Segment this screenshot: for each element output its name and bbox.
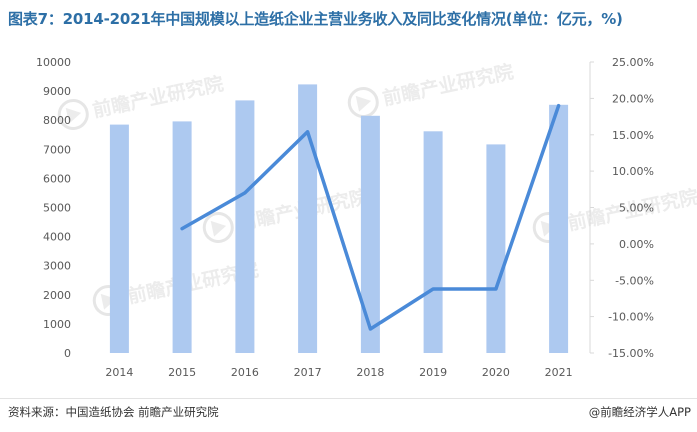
right-tick-label: 10.00% [612, 165, 654, 178]
x-tick-label: 2017 [294, 366, 322, 379]
line-point-2018 [368, 327, 372, 331]
bar-2017 [298, 84, 318, 354]
left-tick-label: 6000 [43, 172, 71, 185]
x-tick-label: 2018 [356, 366, 384, 379]
right-tick-label: 15.00% [612, 129, 654, 142]
bar-2014 [109, 124, 129, 353]
x-tick-label: 2014 [105, 366, 133, 379]
footer-divider [0, 398, 697, 399]
line-point-2019 [431, 287, 435, 291]
chart-title: 图表7：2014-2021年中国规模以上造纸企业主营业务收入及同比变化情况(单位… [8, 10, 623, 28]
left-tick-label: 7000 [43, 143, 71, 156]
line-point-2015 [180, 227, 184, 231]
left-tick-label: 5000 [43, 202, 71, 215]
line-series [180, 103, 561, 331]
svg-text:前瞻产业研究院: 前瞻产业研究院 [91, 72, 226, 122]
bar-2015 [172, 121, 192, 354]
line-point-2021 [557, 104, 561, 108]
x-tick-label: 2021 [545, 366, 573, 379]
right-tick-label: 0.00% [619, 238, 654, 251]
bar-2018 [360, 115, 380, 353]
line-point-2016 [243, 191, 247, 195]
bar-2019 [423, 131, 443, 353]
brand-credit: @前瞻经济学人APP [588, 405, 691, 419]
combo-chart: 前瞻产业研究院前瞻产业研究院前瞻产业研究院前瞻产业研究院前瞻产业研究院 0100… [36, 56, 697, 379]
left-axis-ticks: 0 1000 2000 3000 4000 5000 6000 7000 8000 9000 100… [36, 56, 71, 360]
right-tick-label: 20.00% [612, 92, 654, 105]
left-tick-label: 0 [64, 347, 71, 360]
left-tick-label: 8000 [43, 114, 71, 127]
right-tick-label: 5.00% [619, 202, 654, 215]
watermark: 前瞻产业研究院 [55, 72, 226, 133]
left-tick-label: 4000 [43, 231, 71, 244]
bar-2021 [549, 104, 569, 353]
bar-2016 [235, 100, 255, 354]
right-tick-label: -5.00% [615, 274, 654, 287]
bar-series [109, 84, 569, 354]
left-tick-label: 2000 [43, 289, 71, 302]
right-axis-ticks: -15.00% -10.00% -5.00% 0.00% 5.00% 10.00% 15.0… [590, 56, 654, 360]
left-tick-label: 9000 [43, 85, 71, 98]
x-tick-label: 2020 [482, 366, 510, 379]
footer: 资料来源：中国造纸协会 前瞻产业研究院 @前瞻经济学人APP [0, 398, 697, 432]
x-tick-label: 2016 [231, 366, 259, 379]
x-tick-label: 2015 [168, 366, 196, 379]
left-tick-label: 3000 [43, 260, 71, 273]
bar-2020 [486, 144, 506, 353]
right-tick-label: -10.00% [608, 311, 654, 324]
left-tick-label: 1000 [43, 318, 71, 331]
line-point-2020 [494, 287, 498, 291]
left-tick-label: 10000 [36, 56, 71, 69]
line-point-2017 [306, 130, 310, 134]
svg-text:前瞻产业研究院: 前瞻产业研究院 [381, 60, 516, 110]
watermark: 前瞻产业研究院 [345, 60, 516, 121]
watermark: 前瞻产业研究院 [200, 185, 370, 246]
right-tick-label: -15.00% [608, 347, 654, 360]
x-tick-label: 2019 [419, 366, 447, 379]
x-axis-ticks: 2014 2015 2016 2017 2018 2019 2020 2021 [105, 366, 572, 379]
right-tick-label: 25.00% [612, 56, 654, 69]
source-note: 资料来源：中国造纸协会 前瞻产业研究院 [8, 405, 219, 419]
